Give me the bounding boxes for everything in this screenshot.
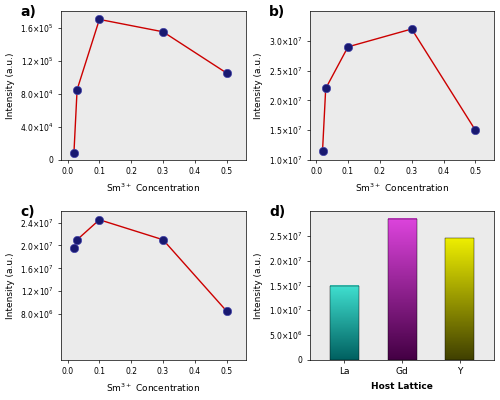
Y-axis label: Intensity (a.u.): Intensity (a.u.)	[6, 252, 15, 319]
Text: a): a)	[20, 5, 36, 19]
Y-axis label: Intensity (a.u.): Intensity (a.u.)	[254, 52, 264, 119]
Bar	[330, 286, 359, 360]
Bar	[446, 238, 474, 360]
Text: d): d)	[269, 205, 285, 219]
Text: c): c)	[20, 205, 35, 219]
X-axis label: Host Lattice: Host Lattice	[371, 382, 433, 391]
Bar	[388, 218, 416, 360]
X-axis label: Sm$^{3+}$ Concentration: Sm$^{3+}$ Concentration	[106, 382, 200, 394]
Text: b): b)	[269, 5, 285, 19]
X-axis label: Sm$^{3+}$ Concentration: Sm$^{3+}$ Concentration	[106, 182, 200, 194]
X-axis label: Sm$^{3+}$ Concentration: Sm$^{3+}$ Concentration	[355, 182, 450, 194]
Y-axis label: Intensity (a.u.): Intensity (a.u.)	[6, 52, 15, 119]
Y-axis label: Intensity (a.u.): Intensity (a.u.)	[254, 252, 263, 319]
